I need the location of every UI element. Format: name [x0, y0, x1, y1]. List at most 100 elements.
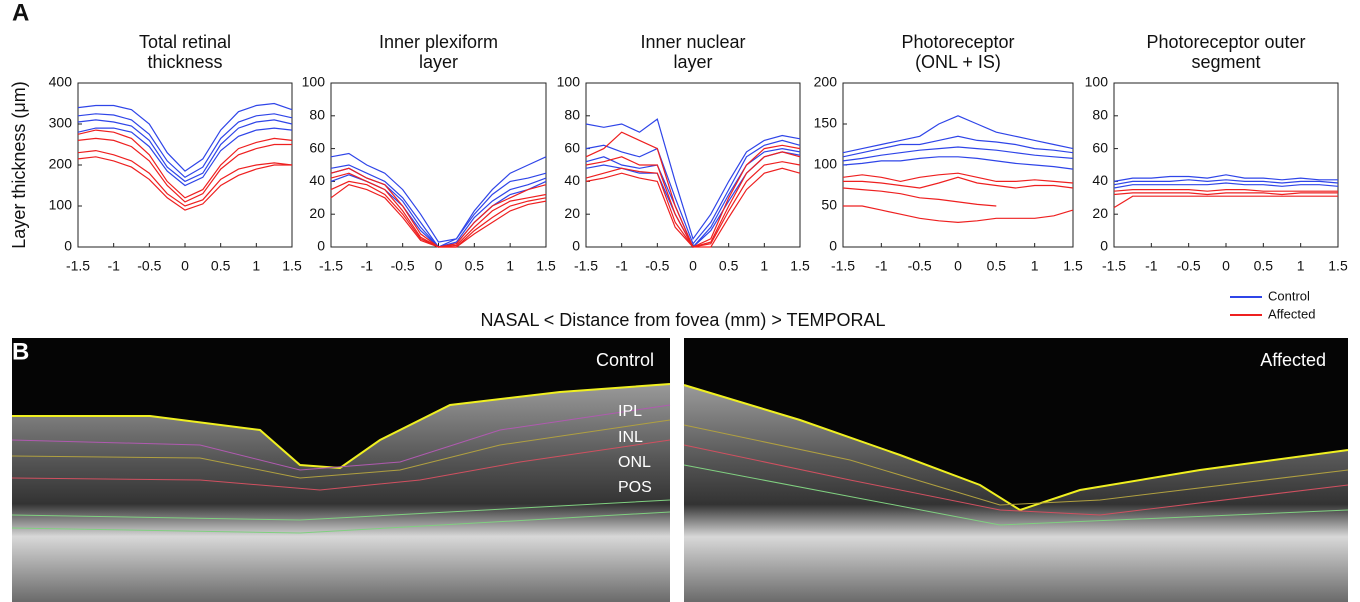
data-line	[842, 146, 1074, 162]
x-tick-label: 1.5	[1328, 258, 1348, 274]
plot-frame	[1113, 82, 1339, 248]
data-line	[330, 152, 547, 243]
x-tick-label: 0.5	[211, 258, 231, 274]
x-tick-label: 0	[1222, 258, 1230, 274]
data-line	[585, 139, 801, 245]
panel-label: A	[12, 0, 29, 26]
chart-title: Inner plexiform	[379, 32, 498, 52]
data-line	[1113, 195, 1338, 209]
chart-title: Inner nuclear	[640, 32, 745, 52]
y-tick-label: 60	[309, 139, 325, 155]
x-tick-label: 1	[760, 258, 768, 274]
oct-image-control	[11, 338, 671, 602]
y-tick-label: 20	[309, 205, 325, 221]
data-line	[77, 113, 293, 179]
x-tick-label: -1.5	[574, 258, 598, 274]
data-line	[842, 187, 997, 207]
data-line	[330, 174, 547, 248]
x-tick-label: 0	[435, 258, 443, 274]
x-tick-label: 1.5	[536, 258, 556, 274]
data-line	[330, 184, 547, 248]
x-tick-label: -1.5	[1102, 258, 1126, 274]
chart-title: Photoreceptor outer	[1146, 32, 1305, 52]
y-tick-label: 150	[814, 115, 838, 131]
x-tick-label: -1	[1145, 258, 1158, 274]
chart-title: (ONL + IS)	[915, 52, 1001, 72]
chart-title: segment	[1191, 52, 1260, 72]
chart-title: Total retinal	[139, 32, 231, 52]
data-line	[1113, 179, 1339, 186]
plot-frame	[585, 82, 801, 248]
y-tick-label: 40	[564, 172, 580, 188]
y-tick-label: 20	[1092, 205, 1108, 221]
y-tick-label: 40	[1092, 172, 1108, 188]
x-tick-label: 1.5	[282, 258, 302, 274]
y-tick-label: 0	[317, 238, 325, 254]
data-line	[77, 129, 293, 199]
y-tick-label: 100	[814, 156, 838, 172]
data-line	[77, 102, 293, 172]
data-line	[585, 167, 801, 248]
y-tick-label: 0	[829, 238, 837, 254]
y-tick-label: 80	[564, 107, 580, 123]
data-line	[843, 176, 1074, 189]
y-axis-label: Layer thickness (μm)	[9, 81, 29, 248]
data-line	[77, 119, 293, 183]
x-tick-label: -0.5	[1177, 258, 1201, 274]
data-line	[585, 131, 801, 248]
chart-title: Photoreceptor	[901, 32, 1014, 52]
x-tick-label: 1.5	[1063, 258, 1083, 274]
chart-title: layer	[419, 52, 458, 72]
y-tick-label: 80	[1092, 107, 1108, 123]
data-line	[842, 135, 1074, 158]
x-tick-label: 0.5	[987, 258, 1007, 274]
data-line	[585, 118, 801, 241]
image-label: Control	[596, 350, 654, 370]
layer-label: POS	[618, 479, 652, 496]
x-tick-label: 1	[1031, 258, 1039, 274]
x-tick-label: 0	[181, 258, 189, 274]
data-line	[330, 180, 547, 248]
x-axis-label: NASAL < Distance from fovea (mm) > TEMPO…	[480, 310, 885, 330]
x-tick-label: -1.5	[831, 258, 855, 274]
data-line	[842, 115, 1074, 154]
x-tick-label: -1.5	[66, 258, 90, 274]
chart-title: layer	[673, 52, 712, 72]
x-tick-label: -1	[615, 258, 628, 274]
x-tick-label: 1	[252, 258, 260, 274]
y-tick-label: 100	[49, 197, 73, 213]
x-tick-label: 0	[689, 258, 697, 274]
layer-label: INL	[618, 429, 643, 446]
x-tick-label: -1.5	[319, 258, 343, 274]
data-line	[1113, 189, 1338, 192]
data-line	[77, 127, 293, 187]
y-tick-label: 80	[309, 107, 325, 123]
x-tick-label: 1	[506, 258, 514, 274]
x-tick-label: 0.5	[465, 258, 485, 274]
image-label: Affected	[1260, 350, 1326, 370]
legend-label: Control	[1268, 288, 1310, 303]
data-line	[77, 149, 293, 207]
x-tick-label: -1	[875, 258, 888, 274]
y-tick-label: 0	[572, 238, 580, 254]
x-tick-label: -1	[107, 258, 120, 274]
y-tick-label: 100	[557, 74, 581, 90]
x-tick-label: 0.5	[1254, 258, 1274, 274]
data-line	[1113, 192, 1338, 196]
chart-title: thickness	[147, 52, 222, 72]
data-line	[77, 137, 292, 203]
data-line	[330, 164, 547, 248]
data-line	[585, 147, 801, 249]
y-tick-label: 0	[64, 238, 72, 254]
panel-label: B	[12, 338, 29, 365]
y-tick-label: 200	[49, 156, 73, 172]
data-line	[842, 172, 1074, 184]
y-tick-label: 0	[1100, 238, 1108, 254]
y-tick-label: 50	[821, 197, 837, 213]
x-tick-label: 1	[1297, 258, 1305, 274]
y-tick-label: 100	[1085, 74, 1109, 90]
oct-image-affected	[683, 338, 1349, 602]
x-tick-label: -0.5	[645, 258, 669, 274]
layer-label: ONL	[618, 454, 651, 471]
